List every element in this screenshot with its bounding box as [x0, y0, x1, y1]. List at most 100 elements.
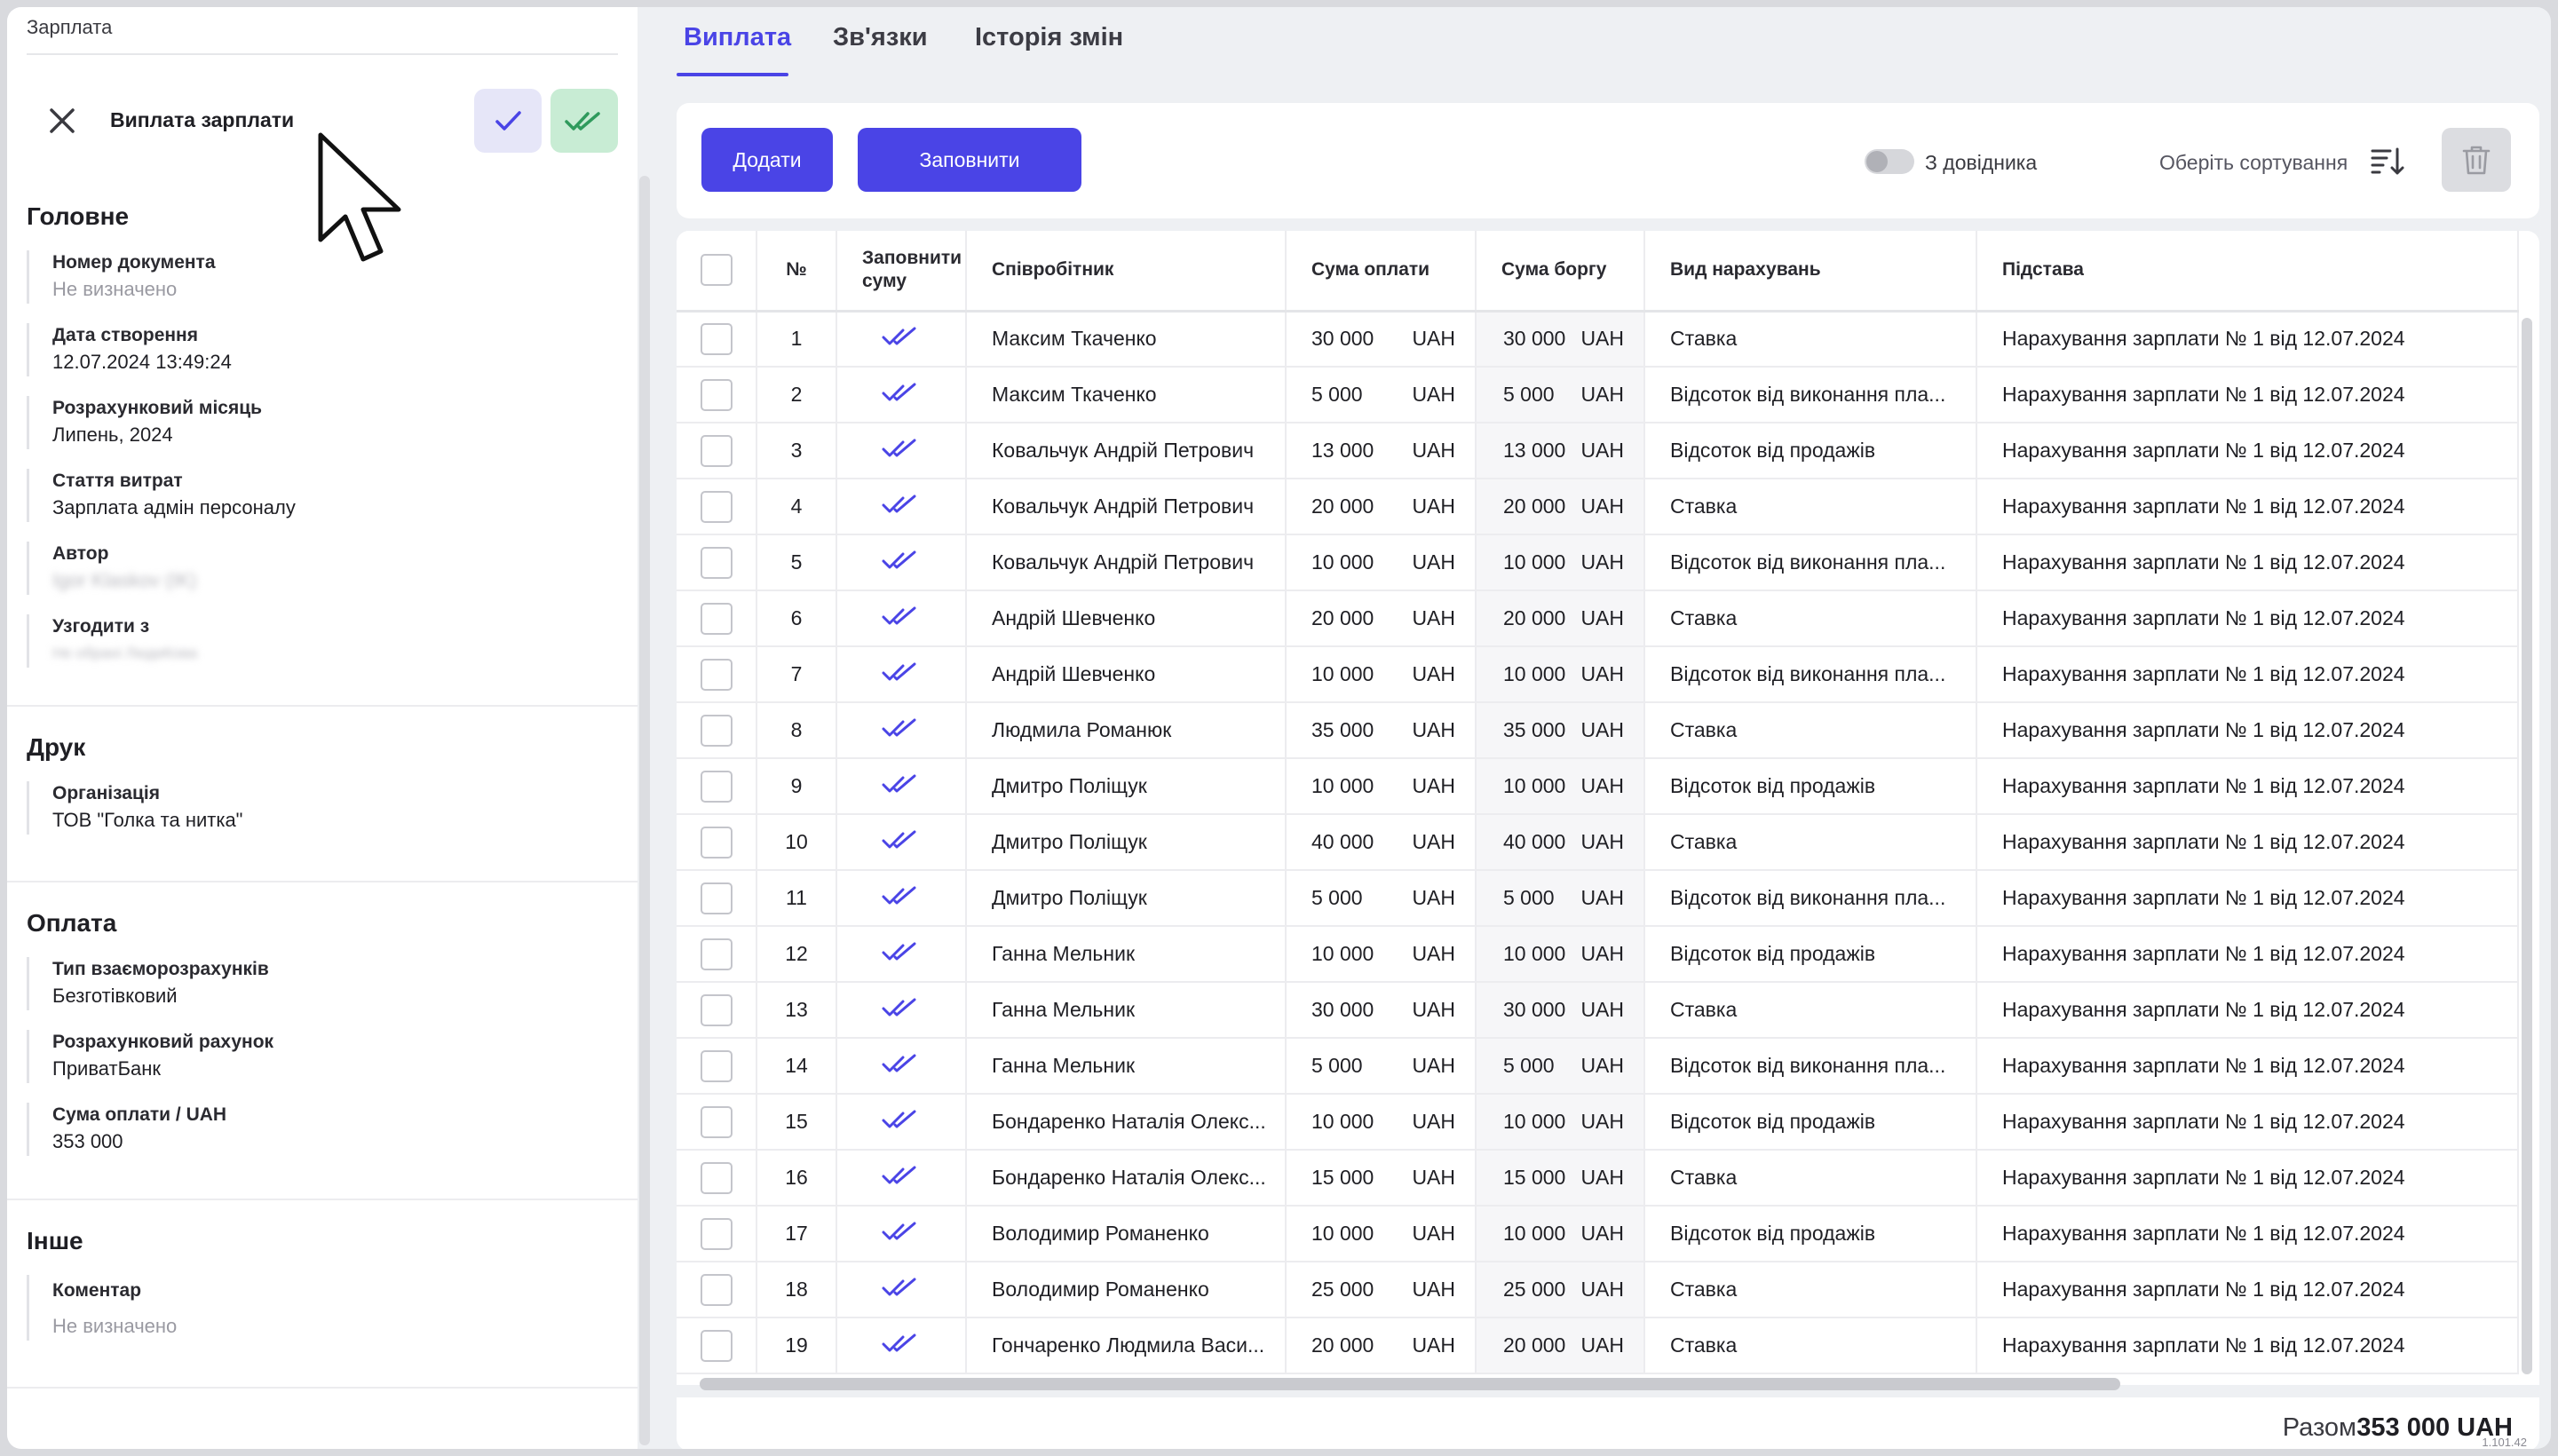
accrual-type-cell[interactable]: Ставка	[1644, 702, 1977, 759]
basis-cell[interactable]: Нарахування зарплати № 1 від 12.07.2024	[1976, 1206, 2519, 1262]
table-row[interactable]: 17 Володимир Романенко 10 000 UAH 10 000 UAH В…	[677, 1206, 2519, 1262]
table-row[interactable]: 15 Бондаренко Наталія Олекс... 10 000 UAH 10…	[677, 1094, 2519, 1151]
accrual-type-cell[interactable]: Відсоток від продажів	[1644, 1094, 1977, 1151]
fill-sum-button[interactable]	[836, 590, 967, 647]
table-row[interactable]: 9 Дмитро Поліщук 10 000 UAH 10 000 UAH Відсото…	[677, 758, 2519, 815]
basis-cell[interactable]: Нарахування зарплати № 1 від 12.07.2024	[1976, 1094, 2519, 1151]
accrual-type-cell[interactable]: Ставка	[1644, 311, 1977, 368]
table-row[interactable]: 8 Людмила Романюк 35 000 UAH 35 000 UAH Ставка…	[677, 702, 2519, 759]
payment-sum-cell[interactable]: 10 000 UAH	[1286, 534, 1477, 591]
row-checkbox[interactable]	[700, 1049, 733, 1082]
employee-cell[interactable]: Ковальчук Андрій Петрович	[966, 479, 1287, 535]
payment-sum-cell[interactable]: 5 000 UAH	[1286, 367, 1477, 423]
col-number[interactable]: №	[756, 231, 837, 313]
confirm-button[interactable]	[474, 89, 542, 153]
col-debt-sum[interactable]: Сума боргу	[1476, 231, 1645, 313]
accrual-type-cell[interactable]: Відсоток від продажів	[1644, 423, 1977, 479]
employee-cell[interactable]: Дмитро Поліщук	[966, 814, 1287, 871]
employee-cell[interactable]: Ковальчук Андрій Петрович	[966, 423, 1287, 479]
basis-cell[interactable]: Нарахування зарплати № 1 від 12.07.2024	[1976, 702, 2519, 759]
breadcrumb[interactable]: Зарплата	[27, 16, 113, 38]
payment-sum-cell[interactable]: 20 000 UAH	[1286, 1318, 1477, 1374]
accrual-type-cell[interactable]: Ставка	[1644, 1262, 1977, 1318]
row-checkbox[interactable]	[700, 993, 733, 1026]
fill-sum-button[interactable]	[836, 758, 967, 815]
row-checkbox[interactable]	[700, 658, 733, 691]
payment-sum-cell[interactable]: 40 000 UAH	[1286, 814, 1477, 871]
delete-button[interactable]	[2442, 128, 2511, 192]
employee-cell[interactable]: Андрій Шевченко	[966, 590, 1287, 647]
table-row[interactable]: 5 Ковальчук Андрій Петрович 10 000 UAH 10 00…	[677, 534, 2519, 591]
tab-payment[interactable]: Виплата	[684, 23, 792, 51]
employee-cell[interactable]: Бондаренко Наталія Олекс...	[966, 1094, 1287, 1151]
field-organization[interactable]: Організація ТОВ "Голка та нитка"	[27, 781, 618, 835]
field-payment-sum[interactable]: Сума оплати / UAH 353 000	[27, 1103, 618, 1156]
row-checkbox[interactable]	[700, 1161, 733, 1194]
row-checkbox[interactable]	[700, 826, 733, 859]
row-checkbox[interactable]	[700, 378, 733, 411]
fill-sum-button[interactable]	[836, 423, 967, 479]
employee-cell[interactable]: Бондаренко Наталія Олекс...	[966, 1150, 1287, 1207]
payment-sum-cell[interactable]: 30 000 UAH	[1286, 982, 1477, 1039]
fill-sum-button[interactable]	[836, 367, 967, 423]
payment-sum-cell[interactable]: 13 000 UAH	[1286, 423, 1477, 479]
payment-sum-cell[interactable]: 10 000 UAH	[1286, 1094, 1477, 1151]
row-checkbox[interactable]	[700, 602, 733, 635]
payment-sum-cell[interactable]: 10 000 UAH	[1286, 758, 1477, 815]
table-row[interactable]: 16 Бондаренко Наталія Олекс... 15 000 UAH 15…	[677, 1150, 2519, 1207]
payment-sum-cell[interactable]: 5 000 UAH	[1286, 1038, 1477, 1095]
basis-cell[interactable]: Нарахування зарплати № 1 від 12.07.2024	[1976, 479, 2519, 535]
payment-sum-cell[interactable]: 20 000 UAH	[1286, 590, 1477, 647]
employee-cell[interactable]: Андрій Шевченко	[966, 646, 1287, 703]
table-row[interactable]: 13 Ганна Мельник 30 000 UAH 30 000 UAH Ставка Н…	[677, 982, 2519, 1039]
add-button[interactable]: Додати	[701, 128, 833, 192]
employee-cell[interactable]: Ганна Мельник	[966, 926, 1287, 983]
fill-sum-button[interactable]	[836, 534, 967, 591]
payment-sum-cell[interactable]: 35 000 UAH	[1286, 702, 1477, 759]
accrual-type-cell[interactable]: Ставка	[1644, 479, 1977, 535]
sort-icon[interactable]	[2369, 144, 2404, 179]
basis-cell[interactable]: Нарахування зарплати № 1 від 12.07.2024	[1976, 1038, 2519, 1095]
col-payment-sum[interactable]: Сума оплати	[1286, 231, 1477, 313]
fill-sum-button[interactable]	[836, 926, 967, 983]
row-checkbox[interactable]	[700, 770, 733, 803]
basis-cell[interactable]: Нарахування зарплати № 1 від 12.07.2024	[1976, 982, 2519, 1039]
col-basis[interactable]: Підстава	[1976, 231, 2519, 313]
from-directory-toggle[interactable]	[1865, 149, 1914, 174]
field-bank-account[interactable]: Розрахунковий рахунок ПриватБанк	[27, 1030, 618, 1083]
table-row[interactable]: 2 Максим Ткаченко 5 000 UAH 5 000 UAH Відсоток…	[677, 367, 2519, 423]
accrual-type-cell[interactable]: Відсоток від продажів	[1644, 1206, 1977, 1262]
payment-sum-cell[interactable]: 30 000 UAH	[1286, 311, 1477, 368]
basis-cell[interactable]: Нарахування зарплати № 1 від 12.07.2024	[1976, 1262, 2519, 1318]
fill-sum-button[interactable]	[836, 1206, 967, 1262]
table-row[interactable]: 11 Дмитро Поліщук 5 000 UAH 5 000 UAH Відсоток…	[677, 870, 2519, 927]
field-doc-number[interactable]: Номер документа Не визначено	[27, 250, 618, 304]
table-row[interactable]: 1 Максим Ткаченко 30 000 UAH 30 000 UAH Ставка…	[677, 311, 2519, 368]
basis-cell[interactable]: Нарахування зарплати № 1 від 12.07.2024	[1976, 367, 2519, 423]
basis-cell[interactable]: Нарахування зарплати № 1 від 12.07.2024	[1976, 814, 2519, 871]
accrual-type-cell[interactable]: Ставка	[1644, 982, 1977, 1039]
basis-cell[interactable]: Нарахування зарплати № 1 від 12.07.2024	[1976, 1318, 2519, 1374]
table-row[interactable]: 19 Гончаренко Людмила Васи... 20 000 UAH 20 …	[677, 1318, 2519, 1374]
tab-links[interactable]: Зв'язки	[833, 23, 928, 51]
field-approve-with[interactable]: Узгодити з Не обрані ЛюдиКова	[27, 614, 618, 668]
col-employee[interactable]: Співробітник	[966, 231, 1287, 313]
employee-cell[interactable]: Ганна Мельник	[966, 1038, 1287, 1095]
accrual-type-cell[interactable]: Відсоток від виконання пла...	[1644, 1038, 1977, 1095]
table-horizontal-scrollbar[interactable]	[700, 1378, 2120, 1390]
row-checkbox[interactable]	[700, 714, 733, 747]
employee-cell[interactable]: Максим Ткаченко	[966, 367, 1287, 423]
employee-cell[interactable]: Володимир Романенко	[966, 1262, 1287, 1318]
fill-sum-button[interactable]	[836, 870, 967, 927]
fill-sum-button[interactable]	[836, 982, 967, 1039]
accrual-type-cell[interactable]: Ставка	[1644, 814, 1977, 871]
table-row[interactable]: 14 Ганна Мельник 5 000 UAH 5 000 UAH Відсоток …	[677, 1038, 2519, 1095]
fill-sum-button[interactable]	[836, 479, 967, 535]
payment-sum-cell[interactable]: 5 000 UAH	[1286, 870, 1477, 927]
col-fill-sum[interactable]: Заповнити суму	[836, 231, 967, 313]
table-row[interactable]: 3 Ковальчук Андрій Петрович 13 000 UAH 13 00…	[677, 423, 2519, 479]
basis-cell[interactable]: Нарахування зарплати № 1 від 12.07.2024	[1976, 870, 2519, 927]
field-expense-item[interactable]: Стаття витрат Зарплата адмін персоналу	[27, 469, 618, 522]
row-checkbox[interactable]	[700, 882, 733, 914]
row-checkbox[interactable]	[700, 546, 733, 579]
